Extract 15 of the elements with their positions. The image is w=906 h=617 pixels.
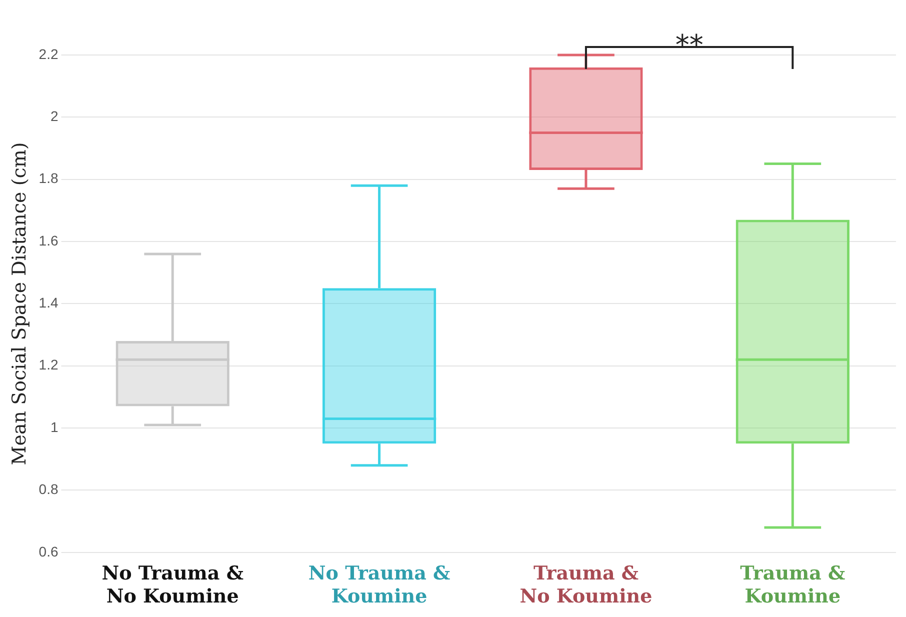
y-tick-label: 1.4 xyxy=(38,294,58,311)
x-tick-label: No Trauma & Koumine xyxy=(308,562,450,608)
y-axis-title: Mean Social Space Distance (cm) xyxy=(8,142,30,466)
x-tick-label: No Trauma & No Koumine xyxy=(102,562,244,608)
y-tick-label: 1.6 xyxy=(38,232,58,248)
y-tick-label: 0.8 xyxy=(38,481,58,498)
y-tick-label: 2.2 xyxy=(38,46,58,62)
x-tick-label: Trauma & Koumine xyxy=(740,562,846,608)
y-tick-label: 2 xyxy=(50,108,58,124)
y-tick-label: 1 xyxy=(50,418,58,435)
x-tick-label: Trauma & No Koumine xyxy=(520,562,652,608)
annotation: ** xyxy=(675,28,704,62)
y-tick-label: 1.2 xyxy=(38,356,58,373)
y-tick-label: 1.8 xyxy=(38,170,58,186)
y-tick-label: 0.6 xyxy=(38,543,58,560)
